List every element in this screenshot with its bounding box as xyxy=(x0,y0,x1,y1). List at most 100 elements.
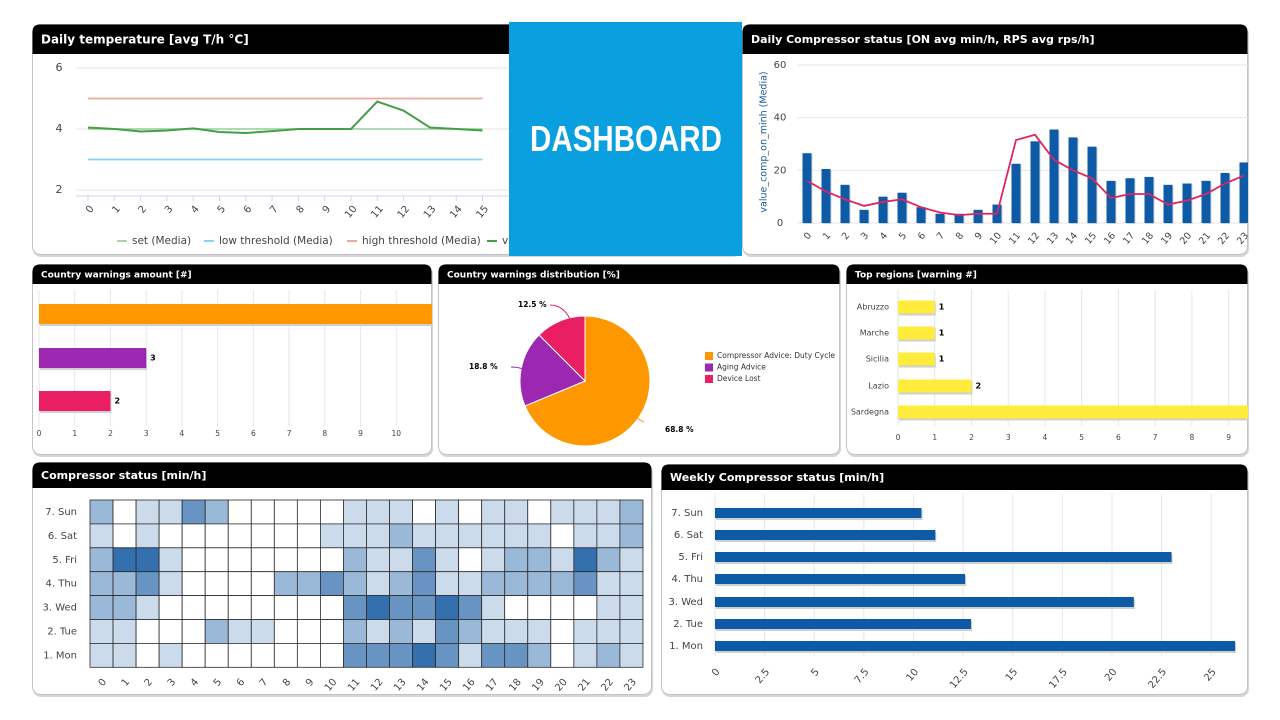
x-tick-label: 0 xyxy=(802,230,814,242)
heat-cell xyxy=(204,523,229,549)
x-tick-label: 6 xyxy=(235,677,248,689)
bar xyxy=(715,574,966,584)
bar xyxy=(1087,146,1097,223)
panel-title: Weekly Compressor status [min/h] xyxy=(670,471,884,484)
heat-cell xyxy=(296,547,321,573)
heat-cell xyxy=(527,571,552,596)
heat-cell xyxy=(227,571,252,596)
y-tick-label: 6 xyxy=(56,61,63,74)
y-tick-label: Lazio xyxy=(868,382,889,391)
heat-cell xyxy=(481,642,506,668)
x-tick-label: 4 xyxy=(189,677,202,689)
heat-cell xyxy=(504,547,529,573)
panel: Country warnings distribution [%] 68.8 % C… xyxy=(438,264,840,455)
heat-cell xyxy=(596,547,621,573)
x-tick-label: 5 xyxy=(216,204,229,216)
x-tick-label: 3 xyxy=(166,677,179,689)
heat-cell xyxy=(550,595,575,620)
heat-cell xyxy=(112,619,137,644)
heat-cell xyxy=(89,642,114,668)
heat-cell xyxy=(112,642,137,668)
x-tick-label: 5 xyxy=(212,677,225,689)
heat-cell xyxy=(204,595,229,620)
heat-cell xyxy=(481,619,506,644)
heat-cell xyxy=(573,619,598,644)
heat-cell xyxy=(366,642,390,668)
heat-cell xyxy=(227,642,252,668)
heat-cell xyxy=(181,499,206,525)
legend-label: Compressor Advice: Duty Cycle xyxy=(717,351,835,360)
bar xyxy=(1144,176,1154,223)
heat-cell xyxy=(527,523,552,549)
heat-cell xyxy=(435,619,460,644)
x-tick-label: 4 xyxy=(189,204,202,216)
panel-title: Top regions [warning #] xyxy=(855,271,977,281)
heat-cell xyxy=(204,571,229,596)
pie-slice xyxy=(524,315,651,447)
heat-cell xyxy=(296,595,321,620)
heat-cell xyxy=(319,619,344,644)
heat-cell xyxy=(550,642,575,668)
heat-cell xyxy=(573,642,598,668)
heat-cell xyxy=(458,619,483,644)
data-label: 18.8 % xyxy=(469,362,498,371)
heat-cell xyxy=(619,619,644,644)
x-tick-label: 1 xyxy=(110,204,123,216)
x-tick-label: 1 xyxy=(72,429,77,438)
x-tick-label: 7 xyxy=(935,230,947,242)
bar xyxy=(1011,163,1021,223)
x-tick-label: 9 xyxy=(1226,433,1231,442)
heat-cell xyxy=(573,571,598,596)
data-label: 2 xyxy=(114,397,120,406)
x-tick-label: 1 xyxy=(120,677,133,689)
heat-cell xyxy=(204,499,229,525)
heat-cell xyxy=(435,571,460,596)
heat-cell xyxy=(296,619,321,644)
heat-cell xyxy=(527,642,552,668)
heat-cell xyxy=(481,571,506,596)
heat-cell xyxy=(366,571,390,596)
x-tick-label: 7 xyxy=(258,677,271,689)
heat-cell xyxy=(504,499,529,525)
heat-cell xyxy=(250,523,275,549)
heat-cell xyxy=(296,523,321,549)
heat-cell xyxy=(389,595,413,620)
y-axis-label: value_comp_on_minh (Media) xyxy=(759,71,770,212)
x-tick-label: 9 xyxy=(304,677,317,689)
heat-cell xyxy=(619,571,644,596)
heat-cell xyxy=(296,499,321,525)
heat-cell xyxy=(273,523,298,549)
heat-cell xyxy=(596,571,621,596)
bar xyxy=(973,209,983,223)
heat-cell xyxy=(550,547,575,573)
panel-title: Daily Compressor status [ON avg min/h, R… xyxy=(751,33,1094,46)
y-tick-label: 4. Thu xyxy=(45,579,77,590)
heat-cell xyxy=(573,595,598,620)
heat-cell xyxy=(343,499,367,525)
x-tick-label: 7 xyxy=(287,429,292,438)
heat-cell xyxy=(435,499,460,525)
bar xyxy=(840,184,850,223)
heat-cell xyxy=(181,619,206,644)
bar xyxy=(898,326,935,340)
heat-cell xyxy=(458,523,483,549)
heat-cell xyxy=(389,499,413,525)
heat-cell xyxy=(158,499,183,525)
panel-header xyxy=(438,264,840,284)
heat-cell xyxy=(181,523,206,549)
y-tick-label: 20 xyxy=(774,165,787,176)
x-tick-label: 0 xyxy=(710,667,723,679)
heat-cell xyxy=(619,499,644,525)
heat-cell xyxy=(343,523,367,549)
bar xyxy=(1106,180,1116,223)
bar xyxy=(715,597,1134,607)
heat-cell xyxy=(158,595,183,620)
heat-cell xyxy=(550,619,575,644)
x-tick-label: 3 xyxy=(144,429,149,438)
heat-cell xyxy=(273,547,298,573)
heat-cell xyxy=(319,642,344,668)
heat-cell xyxy=(135,571,160,596)
panel-header xyxy=(32,264,432,284)
